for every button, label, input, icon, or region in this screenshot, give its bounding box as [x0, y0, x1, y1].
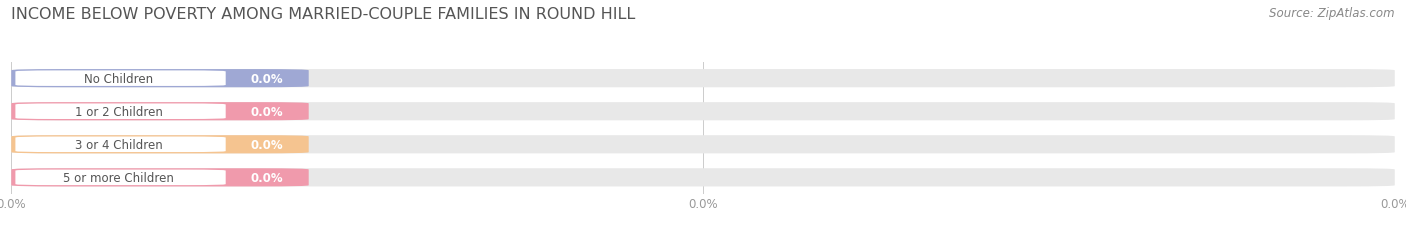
FancyBboxPatch shape	[15, 104, 226, 119]
Text: 5 or more Children: 5 or more Children	[63, 171, 174, 184]
FancyBboxPatch shape	[11, 136, 309, 154]
Text: No Children: No Children	[84, 72, 153, 85]
FancyBboxPatch shape	[11, 169, 309, 187]
FancyBboxPatch shape	[11, 103, 1395, 121]
FancyBboxPatch shape	[11, 70, 309, 88]
Text: 1 or 2 Children: 1 or 2 Children	[75, 105, 163, 118]
Text: 0.0%: 0.0%	[250, 72, 284, 85]
Text: 0.0%: 0.0%	[250, 171, 284, 184]
FancyBboxPatch shape	[15, 137, 226, 152]
FancyBboxPatch shape	[11, 136, 1395, 154]
FancyBboxPatch shape	[15, 71, 226, 87]
FancyBboxPatch shape	[11, 103, 309, 121]
FancyBboxPatch shape	[11, 169, 1395, 187]
Text: 0.0%: 0.0%	[250, 105, 284, 118]
Text: INCOME BELOW POVERTY AMONG MARRIED-COUPLE FAMILIES IN ROUND HILL: INCOME BELOW POVERTY AMONG MARRIED-COUPL…	[11, 7, 636, 22]
Text: 3 or 4 Children: 3 or 4 Children	[75, 138, 162, 151]
FancyBboxPatch shape	[11, 70, 1395, 88]
FancyBboxPatch shape	[15, 170, 226, 185]
Text: Source: ZipAtlas.com: Source: ZipAtlas.com	[1270, 7, 1395, 20]
Text: 0.0%: 0.0%	[250, 138, 284, 151]
